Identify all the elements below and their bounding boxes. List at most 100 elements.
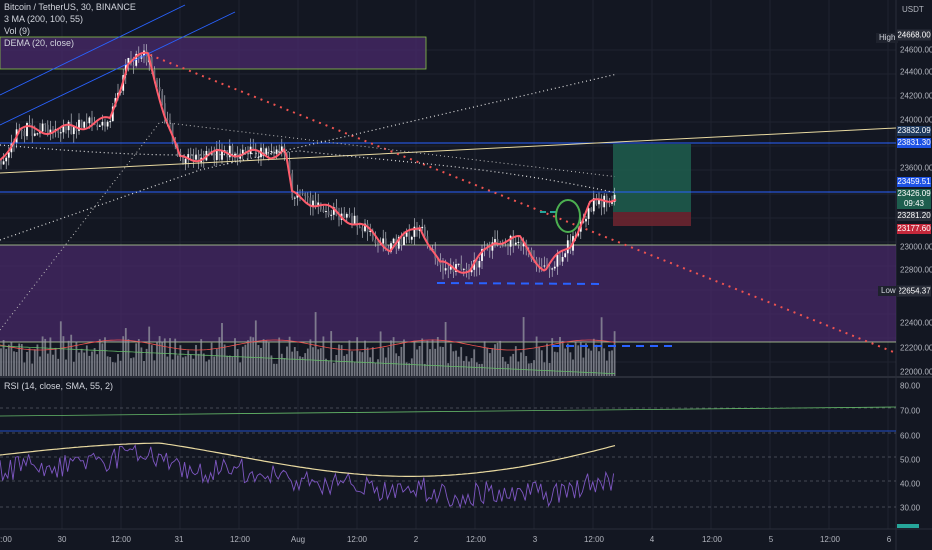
candle-body [267,148,270,152]
candle-body [67,121,70,131]
candle-body [478,260,481,268]
volume-bar [169,338,171,376]
candle-body [101,121,104,126]
candle-body [465,268,468,271]
volume-bar [135,343,138,376]
price-tick: 24600.00 [900,45,932,55]
candle-body [41,123,44,132]
candle-body [371,230,374,240]
volume-bar [501,356,504,376]
time-label: Aug [290,535,306,544]
volume-bar [286,346,288,376]
rsi-legend[interactable]: RSI (14, close, SMA, 55, 2) [4,381,114,391]
candle-body [2,161,5,165]
time-label: 12:00 [819,535,841,544]
volume-bar [67,340,70,376]
volume-bar [577,345,580,376]
candle-body [293,197,296,199]
volume-bar [70,334,73,376]
volume-bar [228,355,231,376]
volume-bar [533,360,535,376]
volume-trend-line [0,345,616,375]
candle-body [78,119,80,131]
time-label: 12:00 [465,535,487,544]
candle-body [449,265,452,270]
candle-body [145,50,148,63]
volume-bar [260,347,262,376]
candle-body [96,124,99,127]
candle-body [361,227,364,232]
rsi-scale[interactable]: 80.00 70.00 60.00 50.00 40.00 30.00 [897,378,932,528]
last-price-badge: 23459.51 [897,177,931,187]
volume-bar [213,356,216,376]
candle-body [390,243,392,252]
candle-body [280,146,283,152]
candle-body [509,235,512,247]
channel-line [0,4,186,96]
candle-body [166,118,169,120]
volume-bar [23,362,26,376]
volume-bar [345,354,348,376]
candle-body [208,150,210,155]
time-axis[interactable]: 2:00 30 12:00 31 12:00 Aug 12:00 2 12:00… [0,529,896,550]
candle-body [353,215,356,225]
candle-body [62,126,65,133]
candle-body [540,266,543,268]
candle-body [46,124,49,133]
candle-body [548,266,551,270]
price-tick: 23600.00 [900,163,932,173]
candle-body [369,230,372,232]
volume-bar [192,358,195,376]
volume-bar [15,351,18,376]
volume-bar [218,337,221,376]
candle-body [111,106,114,122]
candle-body [309,197,312,208]
price-scale[interactable]: 24600.00 24400.00 24200.00 24000.00 2360… [897,0,932,377]
volume-bar [317,349,320,376]
rsi-tick: 50.00 [900,455,921,465]
candle-body [91,117,93,125]
candle-body [327,211,330,216]
candle-body [470,269,473,273]
volume-legend[interactable]: Vol (9) [4,26,31,36]
candle-body [7,152,10,158]
volume-bar [522,317,525,376]
dema-legend[interactable]: DEMA (20, close) [4,38,75,48]
candle-body [88,117,91,124]
candle-body [288,160,291,174]
volume-bar [210,342,213,376]
volume-bar [546,343,548,376]
volume-bar [5,348,8,376]
candle-body [397,236,400,249]
volume-bar [418,346,421,376]
time-label: 4 [649,535,655,544]
volume-bar [608,351,611,376]
low-value-badge: 22654.37 [897,285,931,297]
candle-body [496,239,499,243]
time-label: 6 [886,535,892,544]
rsi-tick: 80.00 [900,381,921,391]
candle-body [587,208,590,219]
volume-bar [150,345,153,376]
ma-legend[interactable]: 3 MA (200, 100, 55) [4,14,84,24]
time-label: 2 [413,535,419,544]
candle-body [197,154,200,163]
candle-body [215,148,218,160]
candle-body [447,268,450,270]
candle-body [543,265,546,267]
volume-bar [231,356,234,376]
symbol-legend[interactable]: Bitcoin / TetherUS, 30, BINANCE [4,2,136,12]
volume-bar [46,353,49,376]
volume-bars [0,312,616,376]
candle-body [481,249,483,261]
candle-body [304,193,307,197]
volume-bar [312,347,314,376]
volume-bar [559,336,561,376]
candle-body [564,253,567,257]
candle-body [595,198,598,205]
volume-bar [252,337,255,376]
candle-body [109,121,112,123]
volume-bar [400,346,403,376]
volume-bar [239,362,242,376]
